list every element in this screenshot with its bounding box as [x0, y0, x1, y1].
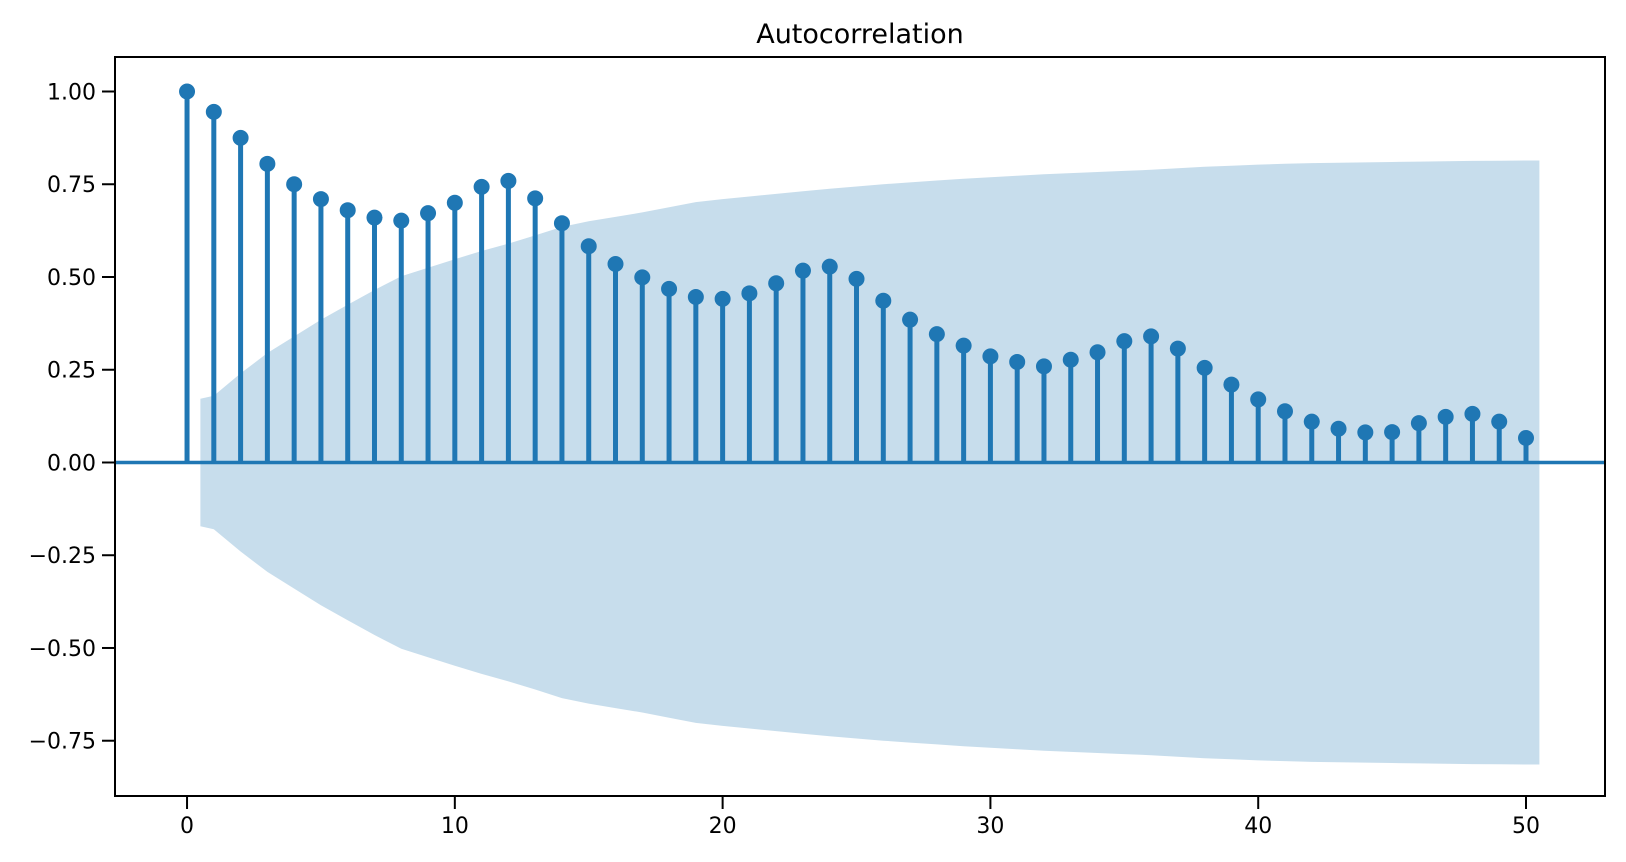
acf-marker	[1276, 403, 1293, 420]
acf-marker	[1437, 408, 1454, 425]
acf-marker	[205, 103, 222, 120]
acf-marker	[661, 280, 678, 297]
acf-marker	[1062, 351, 1079, 368]
y-tick-label: −0.25	[29, 544, 96, 569]
acf-marker	[1491, 413, 1508, 430]
acf-marker	[928, 326, 945, 343]
acf-marker	[768, 275, 785, 292]
acf-marker	[1357, 424, 1374, 441]
y-tick-label: 0.75	[47, 173, 96, 198]
acf-marker	[446, 194, 463, 211]
y-tick-label: 0.50	[47, 266, 96, 291]
acf-marker	[1464, 405, 1481, 422]
acf-marker	[1089, 344, 1106, 361]
acf-marker	[420, 205, 437, 222]
acf-marker	[1196, 359, 1213, 376]
acf-marker	[848, 270, 865, 287]
stem-layer	[115, 83, 1605, 465]
acf-marker	[1116, 333, 1133, 350]
x-tick-label: 20	[709, 814, 737, 839]
acf-marker	[1143, 328, 1160, 345]
acf-marker	[312, 191, 329, 208]
acf-marker	[393, 212, 410, 229]
acf-marker	[339, 202, 356, 219]
x-tick-label: 40	[1244, 814, 1272, 839]
acf-marker	[902, 311, 919, 328]
acf-marker	[687, 289, 704, 306]
y-tick-label: −0.75	[29, 730, 96, 755]
acf-marker	[580, 238, 597, 255]
acf-marker	[607, 256, 624, 273]
acf-marker	[1169, 340, 1186, 357]
chart-title: Autocorrelation	[756, 19, 964, 50]
acf-marker	[1250, 391, 1267, 408]
acf-marker	[634, 269, 651, 286]
acf-marker	[821, 258, 838, 275]
acf-marker	[741, 285, 758, 302]
acf-marker	[527, 190, 544, 207]
acf-marker	[366, 209, 383, 226]
y-tick-label: 0.25	[47, 359, 96, 384]
acf-marker	[1035, 358, 1052, 375]
acf-marker	[232, 129, 249, 146]
acf-marker	[259, 155, 276, 172]
y-tick-label: −0.50	[29, 637, 96, 662]
acf-marker	[500, 172, 517, 189]
y-tick-label: 0.00	[47, 451, 96, 476]
acf-marker	[1330, 420, 1347, 437]
acf-marker	[1518, 430, 1535, 447]
axes-layer: 0 10 20 30 40 50 −0.75 −0.50 −0.25 0.00 0.25 0.50 0.…	[29, 56, 1606, 839]
acf-marker	[875, 292, 892, 309]
acf-marker	[179, 83, 196, 100]
acf-marker	[1303, 413, 1320, 430]
acf-marker	[473, 178, 490, 195]
acf-marker	[794, 262, 811, 279]
acf-marker	[553, 215, 570, 232]
acf-marker	[1410, 415, 1427, 432]
x-tick-label: 50	[1512, 814, 1540, 839]
axes-border	[114, 56, 1606, 797]
acf-marker	[1384, 424, 1401, 441]
x-tick-label: 30	[976, 814, 1004, 839]
acf-marker	[955, 337, 972, 354]
x-tick-label: 0	[180, 814, 194, 839]
acf-marker	[714, 290, 731, 307]
y-tick-label: 1.00	[47, 81, 96, 106]
acf-marker	[1009, 353, 1026, 370]
acf-marker	[286, 176, 303, 193]
acf-marker	[1223, 376, 1240, 393]
x-tick-label: 10	[441, 814, 469, 839]
acf-marker	[982, 348, 999, 365]
